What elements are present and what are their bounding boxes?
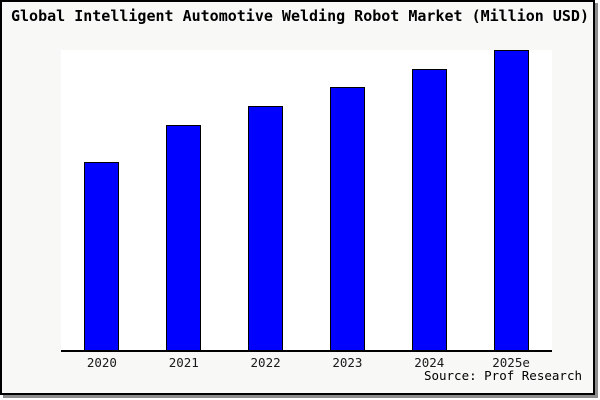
x-tick-2024: 2024 bbox=[414, 355, 445, 370]
x-tick-2021: 2021 bbox=[168, 355, 199, 370]
bar-2025e bbox=[493, 50, 529, 350]
plot-area bbox=[61, 50, 552, 352]
source-note: Source: Prof Research bbox=[423, 368, 582, 383]
chart-title: Global Intelligent Automotive Welding Ro… bbox=[11, 7, 589, 25]
x-tick-2023: 2023 bbox=[332, 355, 363, 370]
x-tick-2025e: 2025e bbox=[492, 355, 530, 370]
bar-2021 bbox=[166, 125, 202, 350]
bar-2022 bbox=[248, 106, 284, 350]
bar-2020 bbox=[84, 162, 120, 350]
chart-window: Global Intelligent Automotive Welding Ro… bbox=[0, 0, 595, 395]
bar-2023 bbox=[329, 87, 365, 350]
bar-2024 bbox=[411, 69, 447, 350]
x-tick-2020: 2020 bbox=[86, 355, 117, 370]
x-tick-2022: 2022 bbox=[250, 355, 281, 370]
